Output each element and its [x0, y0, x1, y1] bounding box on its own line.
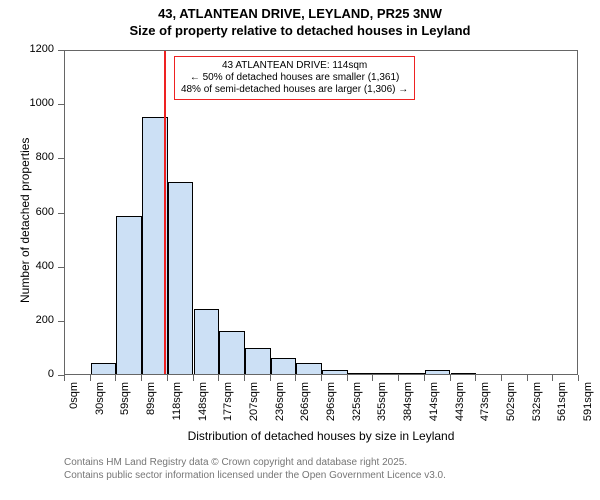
histogram-bar [296, 363, 322, 374]
x-tick-label: 561sqm [556, 382, 568, 430]
histogram-bar [245, 348, 271, 374]
annotation-line3: 48% of semi-detached houses are larger (… [181, 84, 408, 96]
x-tick-label: 355sqm [376, 382, 388, 430]
histogram-bar [116, 216, 142, 374]
x-tick-label: 177sqm [222, 382, 234, 430]
x-tick-label: 296sqm [325, 382, 337, 430]
x-tick-label: 118sqm [171, 382, 183, 430]
x-tick-label: 443sqm [454, 382, 466, 430]
property-marker-line [164, 51, 166, 374]
x-tick-label: 325sqm [351, 382, 363, 430]
annotation-line2: ← 50% of detached houses are smaller (1,… [181, 72, 408, 84]
chart-title-line1: 43, ATLANTEAN DRIVE, LEYLAND, PR25 3NW [0, 0, 600, 21]
y-tick-label: 1000 [0, 97, 54, 109]
x-tick-label: 148sqm [197, 382, 209, 430]
x-tick-label: 266sqm [299, 382, 311, 430]
y-tick-label: 800 [0, 151, 54, 163]
x-tick-label: 0sqm [68, 382, 80, 430]
histogram-bar [348, 373, 374, 374]
annotation-line1: 43 ATLANTEAN DRIVE: 114sqm [181, 60, 408, 72]
histogram-bar [271, 358, 297, 374]
y-tick-label: 200 [0, 314, 54, 326]
footer-line2: Contains public sector information licen… [64, 470, 446, 481]
x-tick-label: 236sqm [274, 382, 286, 430]
x-tick-label: 384sqm [402, 382, 414, 430]
histogram-bar [168, 182, 194, 374]
x-tick-label: 30sqm [94, 382, 106, 430]
chart-title-line2: Size of property relative to detached ho… [0, 21, 600, 38]
y-tick-label: 0 [0, 368, 54, 380]
histogram-bar [194, 309, 220, 374]
x-tick-label: 414sqm [428, 382, 440, 430]
x-tick-label: 89sqm [145, 382, 157, 430]
histogram-bar [451, 373, 477, 374]
histogram-bar [399, 373, 425, 374]
histogram-bar [91, 363, 117, 374]
histogram-bar [425, 370, 451, 374]
histogram-bar [373, 373, 399, 374]
x-tick-label: 59sqm [119, 382, 131, 430]
annotation-box: 43 ATLANTEAN DRIVE: 114sqm← 50% of detac… [174, 56, 415, 100]
plot-area: 43 ATLANTEAN DRIVE: 114sqm← 50% of detac… [64, 50, 578, 375]
x-tick-label: 207sqm [248, 382, 260, 430]
histogram-bar [219, 331, 245, 374]
x-tick-label: 532sqm [531, 382, 543, 430]
x-axis-label: Distribution of detached houses by size … [64, 429, 578, 443]
histogram-bar [322, 370, 348, 374]
footer-line1: Contains HM Land Registry data © Crown c… [64, 457, 407, 468]
y-tick-label: 400 [0, 260, 54, 272]
x-tick-label: 591sqm [582, 382, 594, 430]
x-tick-label: 473sqm [479, 382, 491, 430]
y-tick-label: 600 [0, 206, 54, 218]
x-tick-label: 502sqm [505, 382, 517, 430]
y-tick-label: 1200 [0, 43, 54, 55]
